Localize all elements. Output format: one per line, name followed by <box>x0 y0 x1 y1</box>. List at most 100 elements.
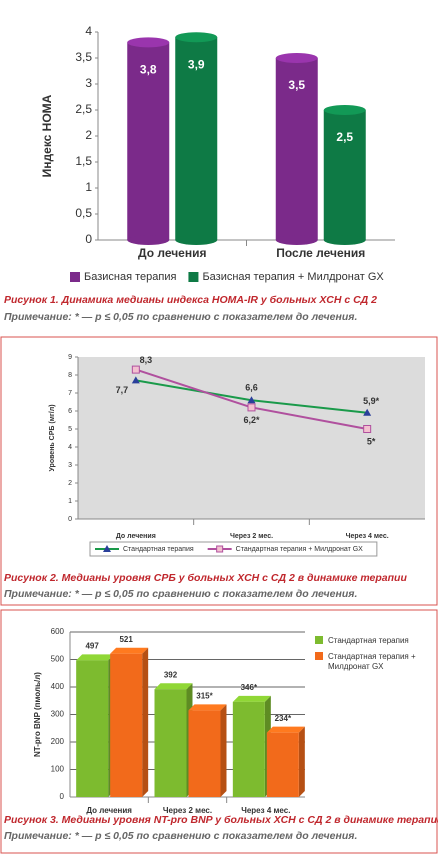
bar-top <box>323 105 366 115</box>
bar-side <box>142 647 149 797</box>
y-tick-label: 300 <box>51 710 65 719</box>
value-label: 497 <box>85 641 99 650</box>
legend-label: Стандартная терапия + Милдронат GX <box>328 652 416 671</box>
bar-top <box>275 53 318 63</box>
bar-top <box>127 37 170 48</box>
y-tick-label: 5 <box>68 426 72 433</box>
y-tick-label: 2 <box>85 128 92 142</box>
bar-top <box>175 32 218 43</box>
y-tick-label: 0 <box>85 232 92 246</box>
bar <box>323 110 366 240</box>
bar <box>188 710 221 797</box>
legend-label: Базисная терапия + Милдронат GX <box>202 271 384 283</box>
legend-label: Стандартная терапия <box>328 636 409 645</box>
x-tick-label: Через 2 мес. <box>230 533 273 540</box>
y-tick-label: 200 <box>51 737 65 746</box>
legend-marker <box>216 545 224 553</box>
y-tick-label: 8 <box>68 372 72 379</box>
bar-base <box>127 235 170 245</box>
bar <box>110 653 143 797</box>
y-tick-label: 4 <box>68 444 72 451</box>
y-tick-label: 500 <box>51 655 65 664</box>
x-tick-label: До лечения <box>138 246 206 260</box>
bar-top <box>232 695 271 702</box>
plot-area <box>78 357 425 519</box>
y-tick-label: 400 <box>51 682 65 691</box>
y-axis-label: NT-pro BNP (пмоль/л) <box>33 672 42 757</box>
bar <box>275 58 318 240</box>
bar <box>76 660 109 797</box>
caption: Рисунок 2. Медианы уровня СРБ у больных … <box>4 572 407 584</box>
value-label: 3,8 <box>140 63 157 77</box>
legend-swatch <box>315 652 323 660</box>
x-tick-label: Через 4 мес. <box>241 806 290 815</box>
y-tick-label: 2,5 <box>75 102 92 116</box>
y-tick-label: 1,5 <box>75 154 92 168</box>
value-label: 8,3 <box>140 355 153 365</box>
value-label: 315* <box>196 691 213 700</box>
legend-label: Стандартная терапия <box>123 546 194 553</box>
y-tick-label: 0 <box>60 792 65 801</box>
bar-side <box>220 704 227 797</box>
y-axis-label: Индекс HOMA <box>40 94 54 177</box>
legend-box <box>89 541 378 557</box>
value-label: 7,7 <box>116 385 129 395</box>
note: Примечание: * — p ≤ 0,05 по сравнению с … <box>4 830 358 842</box>
bar-top <box>76 654 115 661</box>
figure-frame <box>0 336 438 606</box>
value-label: 521 <box>119 635 133 644</box>
value-label: 3,5 <box>288 78 305 92</box>
y-axis-label: Уровень СРБ (мг/л) <box>49 404 56 471</box>
y-tick-label: 1 <box>85 180 92 194</box>
y-tick-label: 0 <box>68 516 72 523</box>
caption: Рисунок 1. Динамика медианы индекса HOMA… <box>4 294 378 306</box>
bar-base <box>323 235 366 245</box>
y-tick-label: 100 <box>51 765 65 774</box>
value-label: 234* <box>275 714 292 723</box>
legend-label: Стандартная терапия + Милдронат GX <box>236 546 364 553</box>
x-tick-label: Через 4 мес. <box>346 533 389 540</box>
legend-swatch <box>70 272 80 282</box>
y-tick-label: 0,5 <box>75 206 92 220</box>
y-tick-label: 6 <box>68 408 72 415</box>
bar-top <box>154 683 193 690</box>
value-label: 392 <box>164 670 178 679</box>
value-label: 6,6 <box>245 383 258 393</box>
marker <box>131 365 140 374</box>
legend-swatch <box>188 272 199 282</box>
y-tick-label: 9 <box>68 354 72 361</box>
y-tick-label: 7 <box>68 390 72 397</box>
value-label: 3,9 <box>188 57 205 71</box>
bar <box>232 701 265 797</box>
value-label: 5* <box>367 436 376 446</box>
marker <box>247 403 256 412</box>
value-label: 346* <box>241 683 258 692</box>
bar-side <box>298 726 305 797</box>
bar-top <box>266 726 305 733</box>
x-tick-label: До лечения <box>86 806 132 815</box>
legend-marker <box>103 545 111 552</box>
legend-swatch <box>315 636 323 644</box>
marker <box>131 376 140 384</box>
bar-top <box>110 647 149 654</box>
bar-base <box>275 235 318 245</box>
figure-frame <box>0 609 438 854</box>
note: Примечание: * — p ≤ 0,05 по сравнению с … <box>4 311 358 323</box>
y-tick-label: 3 <box>85 76 92 90</box>
caption: Рисунок 3. Медианы уровня NT-pro BNP у б… <box>4 814 438 826</box>
y-tick-label: 4 <box>85 24 92 38</box>
y-tick-label: 600 <box>51 627 65 636</box>
y-tick-label: 1 <box>68 498 72 505</box>
x-tick-label: До лечения <box>116 533 156 540</box>
note: Примечание: * — p ≤ 0,05 по сравнению с … <box>4 588 358 600</box>
legend-label: Базисная терапия <box>84 271 176 283</box>
x-tick-label: После лечения <box>276 246 365 260</box>
marker <box>247 396 256 404</box>
y-tick-label: 3 <box>68 462 72 469</box>
bar <box>266 732 299 797</box>
bar <box>154 689 187 797</box>
value-label: 6,2* <box>243 415 260 425</box>
x-tick-label: Через 2 мес. <box>163 806 212 815</box>
value-label: 2,5 <box>336 130 353 144</box>
